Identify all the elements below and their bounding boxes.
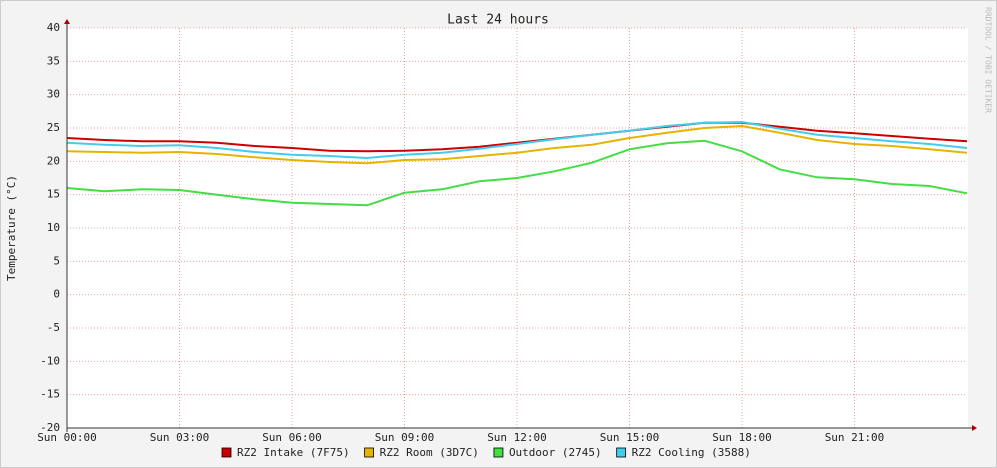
y-tick-label: 30 — [47, 88, 60, 101]
legend-label: RZ2 Room (3D7C) — [380, 446, 479, 459]
x-tick-label: Sun 06:00 — [262, 431, 322, 444]
y-tick-label: -15 — [40, 388, 60, 401]
series-line — [66, 120, 968, 160]
y-tick-label: 10 — [47, 221, 60, 234]
lines — [66, 120, 968, 207]
x-tick-label: Sun 03:00 — [150, 431, 210, 444]
y-tick-label: 40 — [47, 21, 60, 34]
y-tick-label: -5 — [47, 321, 60, 334]
y-arrow — [64, 19, 70, 24]
legend: RZ2 Intake (7F75) RZ2 Room (3D7C) Outdoor … — [221, 446, 751, 459]
legend-swatch — [364, 447, 374, 458]
legend-label: RZ2 Cooling (3588) — [632, 446, 751, 459]
x-arrow — [972, 425, 977, 431]
x-tick-label: Sun 09:00 — [375, 431, 435, 444]
chart-title: Last 24 hours — [447, 13, 549, 28]
y-tick-label: -10 — [40, 354, 60, 367]
y-tick-label: -20 — [40, 421, 60, 434]
y-tick-label: 5 — [53, 254, 60, 267]
series-line — [66, 124, 968, 165]
legend-label: Outdoor (2745) — [509, 446, 602, 459]
legend-swatch — [221, 447, 232, 458]
legend-swatch — [493, 447, 504, 458]
series-line — [66, 139, 968, 207]
watermark: RRDTOOL / TOBI OETIKER — [984, 7, 993, 113]
y-axis-label: Temperature (°C) — [5, 175, 18, 281]
x-tick-label: Sun 15:00 — [600, 431, 660, 444]
y-tick-label: 15 — [47, 188, 60, 201]
series-line — [66, 121, 968, 153]
legend-label: RZ2 Intake (7F75) — [237, 446, 350, 459]
y-tick-label: 25 — [47, 121, 60, 134]
x-tick-label: Sun 18:00 — [712, 431, 772, 444]
y-tick-label: 35 — [47, 54, 60, 67]
y-tick-label: 20 — [47, 154, 60, 167]
x-tick-label: Sun 00:00 — [37, 431, 97, 444]
y-tick-label: 0 — [53, 288, 60, 301]
legend-swatch — [616, 447, 627, 458]
x-tick-label: Sun 12:00 — [487, 431, 547, 444]
x-tick-label: Sun 21:00 — [825, 431, 885, 444]
